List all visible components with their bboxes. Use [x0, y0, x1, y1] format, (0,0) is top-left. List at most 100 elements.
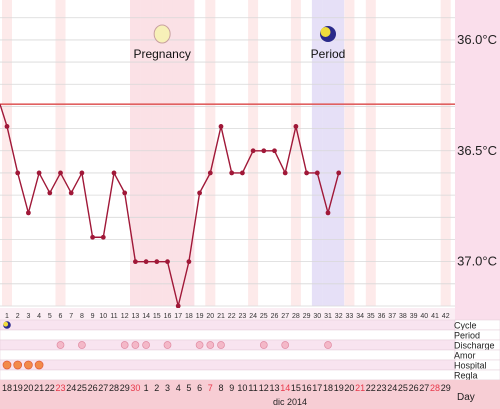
temperature-point	[26, 210, 31, 216]
date-label: 1	[144, 383, 149, 393]
temperature-point	[175, 303, 181, 309]
date-label: 16	[302, 383, 312, 393]
date-label: 29	[120, 383, 130, 393]
date-label: 18	[2, 383, 12, 393]
amor-heart-icon	[131, 341, 140, 349]
period-label: Period	[311, 47, 346, 61]
series-lead-line	[0, 104, 8, 127]
date-label: 22	[366, 383, 376, 393]
date-label: 28	[109, 383, 119, 393]
temperature-line	[6, 126, 340, 307]
date-label: 26	[409, 383, 419, 393]
regla-heart-icon	[24, 360, 33, 370]
temperature-grid	[0, 17, 455, 307]
amor-heart-icon	[206, 341, 215, 349]
date-label: 9	[229, 383, 234, 393]
date-row: 18 19 20 21 22 23 24 25 26 27 28 29 30 1 2 3 4 5 6 7 8 9 10 11 1…	[2, 383, 451, 393]
row-bg	[0, 359, 456, 371]
cycle-day-label: 28	[292, 313, 300, 320]
pink-band	[344, 0, 355, 306]
cycle-day-label: 2	[16, 313, 20, 320]
temperature-point	[186, 259, 192, 265]
pink-band	[440, 0, 451, 306]
cycle-day-label: 4	[37, 313, 41, 320]
period-band	[333, 0, 345, 306]
cycle-day-label: 26	[271, 313, 279, 320]
amor-heart-icon	[142, 341, 150, 349]
cycle-day-label: 32	[335, 313, 343, 320]
regla-heart-icon	[2, 360, 12, 370]
cycle-day-label: 24	[249, 313, 257, 320]
cycle-day-label: 20	[206, 313, 214, 320]
temperature-point	[304, 170, 309, 176]
cycle-day-label: 16	[164, 313, 172, 320]
y-tick-label: 36.0°C	[457, 32, 497, 47]
temperature-point	[250, 148, 256, 154]
date-label: 21	[355, 383, 365, 393]
cycle-day-label: 14	[142, 313, 150, 320]
cycle-day-label: 30	[313, 313, 321, 320]
amor-heart-icon	[324, 341, 332, 349]
temperature-point	[100, 234, 106, 240]
cycle-day-row: 1 2 3 4 5 6 7 8 9 10 11 12 13 14 15 16 17 18 19 20 21 22 23 24 2…	[0, 308, 455, 320]
moon-icon	[320, 27, 331, 37]
cycle-day-label: 25	[260, 313, 268, 320]
cycle-day-label: 13	[132, 313, 140, 320]
row-bg	[0, 369, 456, 381]
date-label: 27	[98, 383, 108, 393]
row-label: Period	[454, 331, 480, 341]
date-label: 23	[55, 383, 65, 393]
temperature-point	[15, 170, 21, 176]
row-bg	[0, 339, 456, 351]
cycle-day-label: 39	[410, 313, 418, 320]
date-label: 18	[323, 383, 333, 393]
date-label: 28	[430, 383, 440, 393]
cycle-bands	[2, 0, 451, 306]
cycle-day-label: 1	[5, 313, 9, 320]
cycle-day-label: 41	[431, 313, 439, 320]
cycle-day-label: 3	[26, 313, 30, 320]
temperature-point	[4, 123, 10, 129]
date-label: 10	[237, 383, 247, 393]
temperature-point	[143, 259, 149, 265]
date-label: 25	[398, 383, 408, 393]
moon-icon	[3, 321, 9, 327]
pregnancy-band	[140, 0, 152, 306]
date-label: 26	[88, 383, 98, 393]
amor-heart-icon	[78, 341, 86, 349]
pregnancy-band	[151, 0, 163, 306]
date-label: 30	[130, 383, 140, 393]
date-label: 11	[248, 383, 257, 393]
pregnancy-label: Pregnancy	[133, 47, 190, 61]
amor-heart-icon	[120, 341, 129, 349]
row-label: Regla	[454, 371, 478, 381]
temperature-point	[47, 190, 53, 196]
date-label: 5	[186, 383, 191, 393]
date-label: 22	[45, 383, 55, 393]
row-label: Hospital	[454, 361, 487, 371]
date-label: 24	[66, 383, 76, 393]
cycle-day-label: 37	[388, 313, 396, 320]
temperature-point	[133, 259, 138, 265]
pink-band	[365, 0, 376, 306]
pregnancy-band	[172, 0, 184, 306]
regla-heart-icon	[13, 360, 23, 370]
cycle-day-label: 21	[217, 313, 225, 320]
temperature-point	[314, 170, 320, 176]
cycle-day-label: 35	[367, 313, 375, 320]
date-label: 21	[34, 383, 44, 393]
temperature-point	[240, 170, 245, 176]
amor-heart-icon	[163, 341, 172, 349]
cycle-row-bg	[0, 308, 455, 320]
right-axis-panel	[455, 0, 500, 320]
pregnancy-icon	[153, 24, 171, 44]
cycle-day-label: 23	[239, 313, 247, 320]
cycle-day-label: 42	[442, 313, 450, 320]
symptom-rows: CyclePeriodDischargeAmorHospitalReglaDru…	[0, 319, 500, 391]
date-label: 19	[13, 383, 23, 393]
pregnancy-band	[162, 0, 173, 306]
date-label: 15	[291, 383, 301, 393]
cycle-day-label: 18	[185, 313, 193, 320]
cycle-day-label: 31	[324, 313, 332, 320]
